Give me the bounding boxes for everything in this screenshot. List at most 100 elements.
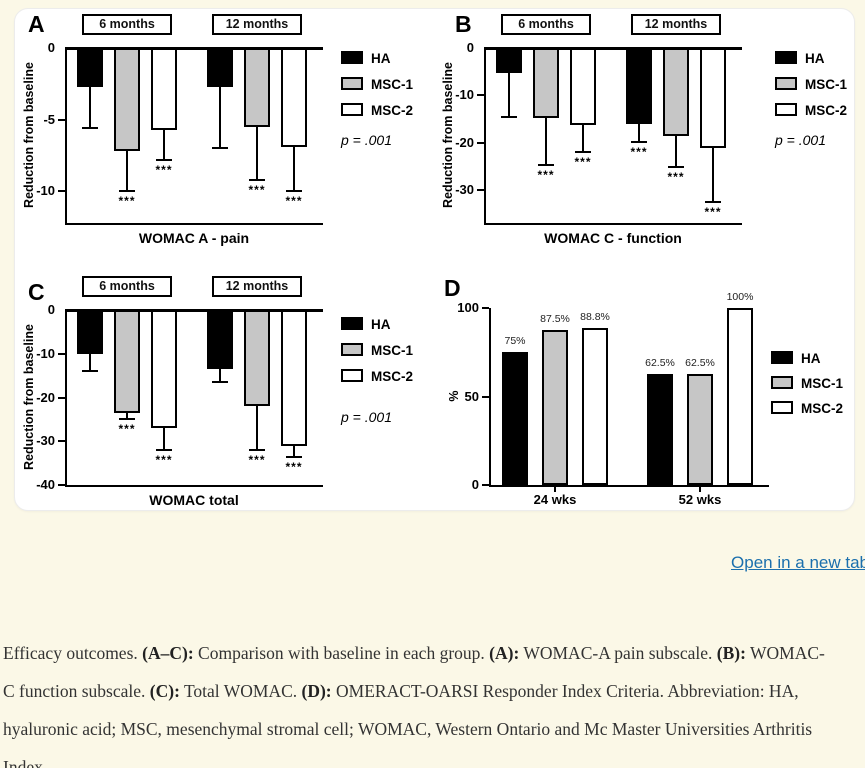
significance-marker: *** xyxy=(537,167,555,182)
caption-text-segment: Comparison with baseline in each group. xyxy=(193,642,490,663)
legend-swatch-ha xyxy=(341,51,363,64)
y-tick-label: -40 xyxy=(36,477,55,492)
x-axis-line xyxy=(65,223,323,225)
error-bar-cap xyxy=(82,127,98,130)
group-header-box: 12 months xyxy=(631,14,721,35)
group-header-box: 12 months xyxy=(212,14,302,35)
legend-swatch-msc-2 xyxy=(775,103,797,116)
error-bar-cap xyxy=(82,370,98,373)
y-tick-mark xyxy=(482,484,489,486)
baseline-axis xyxy=(65,309,323,312)
legend-label: MSC-2 xyxy=(801,401,844,416)
error-bar-cap xyxy=(119,190,135,193)
bar-msc-2-52-wks xyxy=(727,308,753,485)
bar-value-label: 87.5% xyxy=(540,313,570,326)
caption-bold-segment: (A): xyxy=(489,642,520,663)
legend-swatch-msc-1 xyxy=(771,376,793,389)
group-header-box: 6 months xyxy=(82,276,172,297)
error-bar-line xyxy=(89,86,91,129)
error-bar-line xyxy=(126,412,128,420)
legend-label: HA xyxy=(801,351,821,366)
caption-text-segment: Efficacy outcomes. xyxy=(3,642,143,663)
legend-swatch-ha xyxy=(775,51,797,64)
legend-label: MSC-1 xyxy=(801,376,844,391)
bar-value-label: 88.8% xyxy=(580,310,610,323)
error-bar-line xyxy=(256,406,258,450)
error-bar-cap xyxy=(249,178,265,181)
y-tick-mark xyxy=(58,484,65,486)
legend-swatch-msc-2 xyxy=(341,103,363,116)
x-group-label: 52 wks xyxy=(678,492,722,507)
x-axis-line xyxy=(489,485,769,487)
error-bar-line xyxy=(163,428,165,450)
panel-b-womac-function-chart: B 6 months 12 months Reduction from baselin… xyxy=(434,9,853,259)
y-tick-label: -30 xyxy=(36,433,55,449)
panel-d-responder-index-chart: D% 0 50 100 75% 87.5% 88.8% 24 wks 62.5% 62.5% 100… xyxy=(434,259,853,509)
legend-label: MSC-2 xyxy=(371,103,414,118)
y-axis-line xyxy=(65,310,67,485)
bar-ha-6-months xyxy=(77,310,103,354)
bar-value-label: 100% xyxy=(726,291,754,303)
significance-marker: *** xyxy=(248,453,266,467)
caption-text-segment: WOMAC-A pain subscale. xyxy=(519,642,717,663)
legend-label: HA xyxy=(805,51,825,66)
chart-title: WOMAC C - function xyxy=(544,230,682,246)
bar-msc-1-52-wks xyxy=(687,374,713,485)
panel-label: A xyxy=(28,11,45,37)
y-tick-label: 0 xyxy=(466,40,474,55)
error-bar-cap xyxy=(286,190,302,193)
y-tick-mark xyxy=(482,395,489,398)
y-tick-label: -20 xyxy=(36,389,55,405)
bar-ha-6-months xyxy=(496,48,522,74)
bar-msc-2-24-wks xyxy=(582,327,608,485)
legend-label: HA xyxy=(371,317,391,332)
y-tick-mark xyxy=(58,352,65,355)
error-bar-line xyxy=(508,73,510,117)
panel-label: C xyxy=(28,279,45,305)
y-axis-line xyxy=(65,48,67,223)
y-tick-label: -10 xyxy=(36,345,55,361)
y-tick-label: 0 xyxy=(47,40,55,55)
x-group-label: 24 wks xyxy=(533,492,577,507)
panel-a-womac-pain-chart: A 6 months 12 months Reduction from baselin… xyxy=(15,9,434,259)
error-bar-line xyxy=(582,124,584,153)
panel-label: B xyxy=(455,11,472,37)
significance-marker: *** xyxy=(155,162,173,177)
legend-swatch-msc-2 xyxy=(341,369,363,382)
caption-bold-segment: (B): xyxy=(716,642,746,663)
bar-msc-2-6-months xyxy=(570,48,596,125)
legend-label: HA xyxy=(371,51,391,66)
y-tick-mark xyxy=(477,188,484,191)
y-tick-label: 50 xyxy=(464,388,479,404)
significance-marker: *** xyxy=(285,459,303,474)
y-axis-line xyxy=(489,308,491,485)
error-bar-cap xyxy=(212,147,228,150)
bar-msc-1-6-months xyxy=(114,48,140,152)
legend-swatch-msc-1 xyxy=(341,343,363,356)
error-bar-line xyxy=(638,123,640,142)
caption-bold-segment: (D): xyxy=(301,680,332,701)
significance-marker: *** xyxy=(574,155,592,170)
error-bar-cap xyxy=(286,455,302,458)
error-bar-line xyxy=(219,86,221,149)
bar-msc-1-12-months xyxy=(663,48,689,137)
y-tick-mark xyxy=(58,396,65,399)
chart-title: WOMAC total xyxy=(149,492,239,508)
x-axis-line xyxy=(65,485,323,487)
x-axis-line xyxy=(484,223,742,225)
open-in-new-tab-link[interactable]: Open in a new tab xyxy=(731,553,865,572)
error-bar-line xyxy=(126,151,128,192)
bar-ha-12-months xyxy=(207,310,233,370)
error-bar-cap xyxy=(668,166,684,169)
significance-marker: *** xyxy=(118,422,136,437)
y-axis-line xyxy=(484,48,486,223)
error-bar-cap xyxy=(212,381,228,384)
x-group-tick xyxy=(699,487,701,492)
error-bar-cap xyxy=(156,449,172,451)
significance-marker: *** xyxy=(704,204,722,219)
y-tick-label: -10 xyxy=(36,183,55,199)
bar-msc-2-12-months xyxy=(281,310,307,446)
error-bar-cap xyxy=(705,200,721,203)
y-tick-mark xyxy=(477,141,484,144)
figure-caption: Efficacy outcomes. (A–C): Comparison wit… xyxy=(3,634,836,768)
